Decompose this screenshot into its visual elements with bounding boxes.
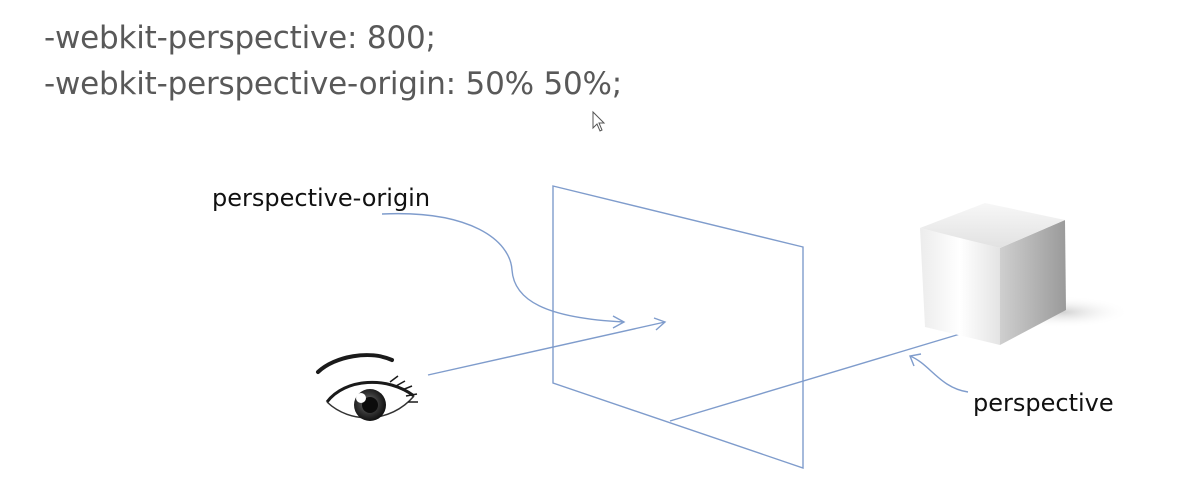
perspective-arrowhead <box>909 353 922 367</box>
projection-plane <box>552 185 804 469</box>
cube-icon <box>920 203 1130 345</box>
origin-curve-arrow <box>381 212 625 323</box>
eye-icon <box>316 353 418 421</box>
perspective-label: perspective <box>973 389 1114 417</box>
code-line-perspective-origin: -webkit-perspective-origin: 50% 50%; <box>44 66 623 102</box>
sight-line <box>427 321 666 376</box>
mouse-cursor-icon <box>592 110 606 132</box>
sight-line-arrowhead <box>653 317 667 331</box>
code-line-perspective: -webkit-perspective: 800; <box>44 20 436 56</box>
perspective-distance-line <box>669 333 961 422</box>
origin-arrowhead <box>612 315 626 329</box>
perspective-curve-arrow <box>909 355 969 393</box>
perspective-origin-label: perspective-origin <box>212 184 431 212</box>
